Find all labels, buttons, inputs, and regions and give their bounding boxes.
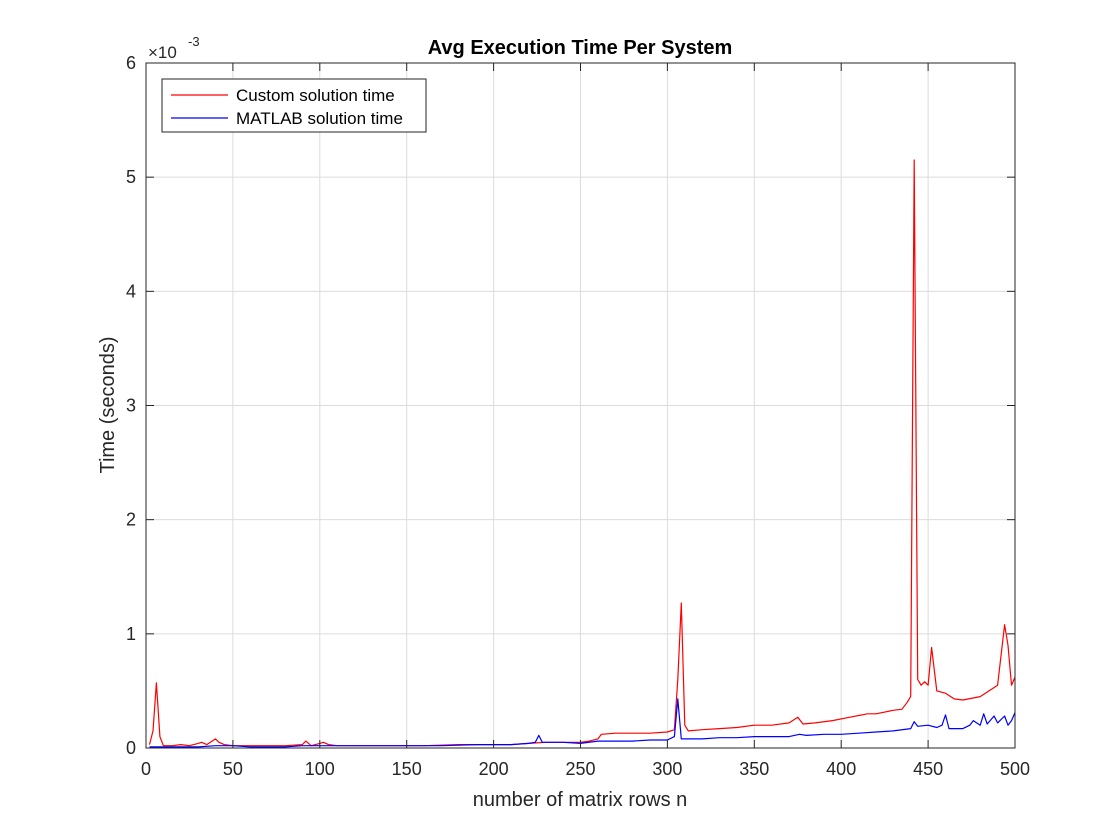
- x-tick-label: 300: [652, 759, 682, 779]
- y-tick-label: 4: [126, 281, 136, 301]
- y-axis-label: Time (seconds): [97, 336, 119, 473]
- chart-title: Avg Execution Time Per System: [428, 37, 733, 59]
- x-tick-label: 100: [305, 759, 335, 779]
- y-tick-label: 1: [126, 624, 136, 644]
- legend-box: [161, 78, 427, 133]
- x-tick-labels: 0 50 100 150 200 250 300 350 400 450 500: [141, 759, 1030, 779]
- x-tick-label: 250: [565, 759, 595, 779]
- x-tick-label: 0: [141, 759, 151, 779]
- x-tick-label: 150: [392, 759, 422, 779]
- series-layer: [148, 159, 1016, 748]
- y-tick-label: 6: [126, 53, 136, 73]
- x-tick-label: 500: [1000, 759, 1030, 779]
- y-tick-labels: 0 1 2 3 4 5 6: [126, 53, 136, 758]
- x-tick-label: 50: [223, 759, 243, 779]
- legend-label-custom: Custom solution time: [236, 86, 395, 105]
- x-tick-label: 450: [913, 759, 943, 779]
- y-exponent: -3: [188, 34, 200, 49]
- x-tick-label: 200: [479, 759, 509, 779]
- legend-label-matlab: MATLAB solution time: [236, 109, 403, 128]
- x-axis-label: number of matrix rows n: [473, 789, 688, 811]
- y-exponent-base: ×10: [148, 43, 177, 62]
- y-tick-label: 2: [126, 510, 136, 530]
- x-tick-label: 350: [739, 759, 769, 779]
- series-line-matlab: [149, 698, 1016, 748]
- tick-marks: [145, 62, 1016, 749]
- y-tick-label: 0: [126, 738, 136, 758]
- y-tick-label: 5: [126, 167, 136, 187]
- legend: Custom solution time MATLAB solution tim…: [161, 78, 427, 133]
- y-tick-label: 3: [126, 396, 136, 416]
- x-tick-label: 400: [826, 759, 856, 779]
